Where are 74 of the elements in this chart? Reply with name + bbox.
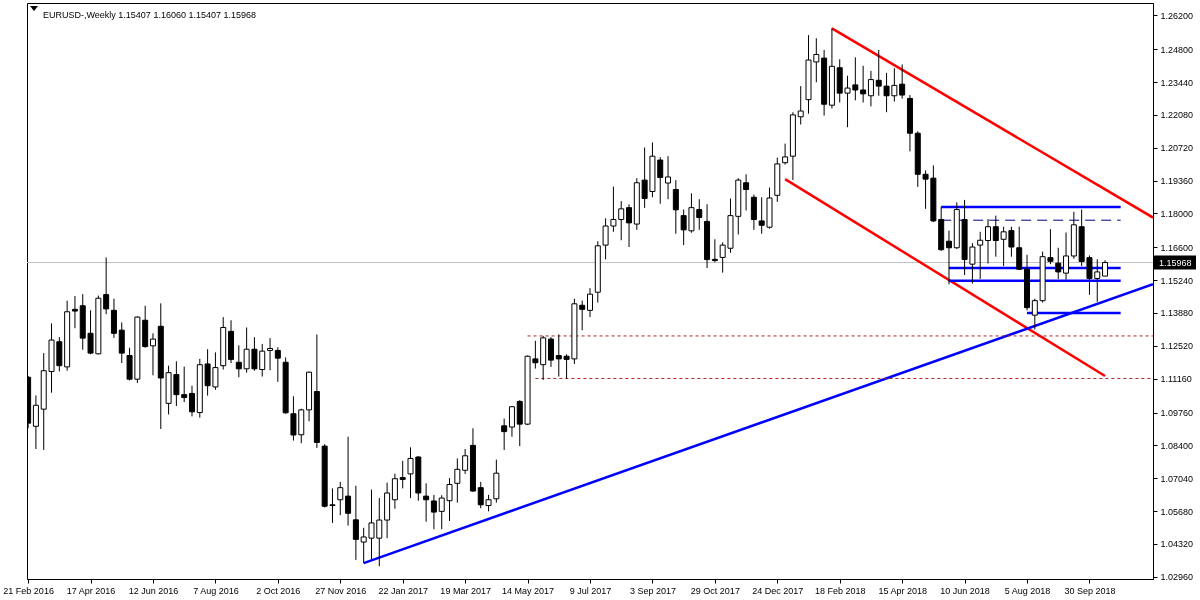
y-tick-label: 1.19360: [1160, 176, 1194, 187]
candlestick: [267, 337, 274, 371]
x-tick-label: 15 Apr 2018: [878, 585, 927, 596]
x-tick-label: 3 Sep 2017: [629, 585, 676, 596]
x-tick-label: 27 Nov 2016: [315, 585, 367, 596]
candlestick: [985, 218, 991, 264]
candlestick: [118, 321, 125, 364]
y-tick-label: 1.13880: [1160, 308, 1194, 319]
x-tick-label: 22 Jan 2017: [378, 585, 428, 596]
candlestick: [352, 485, 359, 561]
candlestick: [501, 418, 508, 451]
candlestick: [1055, 247, 1062, 280]
candlestick: [399, 460, 406, 489]
x-tick-label: 17 Apr 2016: [66, 585, 116, 596]
candlestick: [189, 385, 195, 417]
x-tick-label: 5 Aug 2018: [1004, 585, 1051, 596]
y-tick-label: 1.20720: [1160, 143, 1194, 154]
candlestick: [274, 346, 281, 383]
candlestick: [867, 70, 874, 107]
candlestick: [977, 231, 984, 280]
candlestick: [547, 336, 554, 368]
candlestick: [345, 436, 352, 527]
y-tick-label: 1.07040: [1160, 473, 1194, 484]
y-tick-label: 1.02960: [1160, 572, 1194, 583]
candlestick: [1063, 232, 1070, 281]
y-tick-label: 1.11160: [1160, 374, 1192, 385]
y-tick-label: 1.26200: [1160, 10, 1194, 21]
candlestick: [337, 481, 344, 516]
y-tick-label: 1.16600: [1160, 242, 1194, 253]
x-tick-label: 24 Dec 2017: [752, 585, 804, 596]
x-tick-label: 21 Feb 2016: [3, 585, 54, 596]
candlestick: [743, 173, 750, 212]
candlestick: [626, 203, 633, 248]
x-tick-label: 30 Sep 2018: [1064, 585, 1116, 596]
text: EURUSD-,Weekly 1.15407 1.16060 1.15407 1.15968: [43, 10, 256, 20]
x-tick-label: 7 Aug 2016: [193, 585, 239, 596]
candlestick: [430, 494, 437, 530]
y-tick-label: 1.05680: [1160, 506, 1194, 517]
candlestick: [672, 179, 679, 235]
ref-line-label: 1.15968: [1159, 257, 1192, 268]
y-tick-label: 1.12520: [1160, 341, 1194, 352]
y-tick-label: 1.22080: [1160, 110, 1194, 121]
candlestick: [454, 457, 461, 504]
candlestick: [149, 332, 156, 376]
x-tick-label: 14 May 2017: [502, 585, 555, 596]
x-tick-label: 19 Mar 2017: [440, 585, 491, 596]
x-tick-label: 18 Feb 2018: [814, 585, 866, 596]
candlestick: [110, 298, 117, 339]
y-tick-label: 1.18000: [1160, 208, 1194, 219]
y-tick-label: 1.24800: [1160, 44, 1194, 55]
candlestick: [32, 394, 39, 450]
x-tick-label: 12 Jun 2016: [128, 585, 179, 596]
candlestick: [945, 230, 952, 285]
y-tick-label: 1.08400: [1160, 440, 1194, 451]
y-tick-label: 1.23440: [1160, 77, 1194, 88]
x-tick-label: 10 Jun 2018: [940, 585, 990, 596]
y-tick-label: 1.04320: [1160, 539, 1194, 550]
candlestick: [711, 238, 718, 263]
candlestick: [587, 287, 593, 318]
candlestick: [782, 143, 789, 166]
x-tick-label: 29 Oct 2017: [690, 585, 740, 596]
candlestick: [665, 155, 672, 200]
candlestick: [391, 473, 398, 510]
candlestick: [423, 482, 430, 523]
y-tick-label: 1.09760: [1160, 408, 1194, 419]
x-tick-label: 2 Oct 2016: [256, 585, 301, 596]
candlestick: [462, 448, 469, 475]
candlestick: [797, 85, 804, 126]
candlestick: [71, 295, 78, 329]
candlestick: [750, 194, 757, 231]
candlestick: [508, 405, 515, 438]
y-tick-label: 1.15240: [1160, 275, 1194, 286]
x-tick-label: 9 Jul 2017: [569, 585, 612, 596]
candlestick: [860, 65, 867, 104]
